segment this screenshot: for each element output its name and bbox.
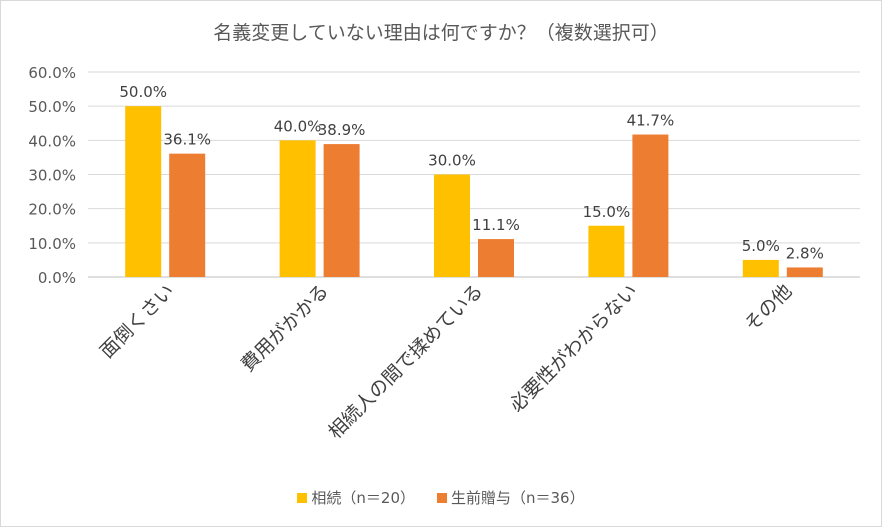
data-label: 11.1% — [472, 216, 520, 234]
data-label: 30.0% — [428, 152, 476, 170]
bar-inheritance — [742, 259, 779, 277]
legend-item-gift: 生前贈与（n＝36） — [437, 487, 585, 508]
bar-gift — [786, 267, 823, 277]
data-label: 38.9% — [318, 121, 366, 139]
data-label: 15.0% — [583, 203, 631, 221]
chart-title: 名義変更していない理由は何ですか？（複数選択可） — [213, 22, 669, 44]
x-tick-label: その他 — [740, 280, 796, 336]
x-tick-label: 面倒くさい — [96, 280, 179, 363]
y-tick-label: 20.0% — [28, 201, 76, 219]
legend-item-inheritance: 相続（n＝20） — [297, 487, 415, 508]
data-label: 36.1% — [163, 131, 211, 149]
bar-inheritance — [434, 174, 470, 277]
data-label: 5.0% — [742, 237, 780, 255]
data-label: 41.7% — [627, 112, 675, 130]
x-tick-label: 相続人の間で揉めている — [324, 280, 487, 443]
bar-gift — [632, 134, 669, 277]
y-tick-label: 50.0% — [28, 98, 76, 116]
bar-inheritance — [588, 225, 625, 277]
y-tick-label: 60.0% — [28, 64, 76, 82]
bar-gift — [478, 239, 514, 277]
x-tick-label: 必要性がわからない — [505, 280, 641, 416]
y-tick-label: 0.0% — [38, 269, 76, 287]
x-tick-label: 費用がかかる — [237, 280, 333, 376]
y-tick-label: 10.0% — [28, 235, 76, 253]
bar-gift — [323, 144, 360, 277]
bar-gift — [169, 153, 206, 277]
legend-label-gift: 生前贈与（n＝36） — [451, 489, 585, 507]
bar-inheritance — [125, 106, 162, 278]
legend-label-inheritance: 相続（n＝20） — [311, 489, 415, 507]
y-tick-label: 30.0% — [28, 167, 76, 185]
legend-swatch-inheritance — [297, 492, 308, 503]
y-tick-label: 40.0% — [28, 132, 76, 150]
data-label: 2.8% — [786, 244, 824, 262]
chart-legend: 相続（n＝20） 生前贈与（n＝36） — [0, 487, 882, 508]
data-label: 50.0% — [119, 83, 167, 101]
bar-inheritance — [279, 140, 316, 277]
legend-swatch-gift — [437, 492, 447, 503]
data-label: 40.0% — [274, 117, 322, 135]
